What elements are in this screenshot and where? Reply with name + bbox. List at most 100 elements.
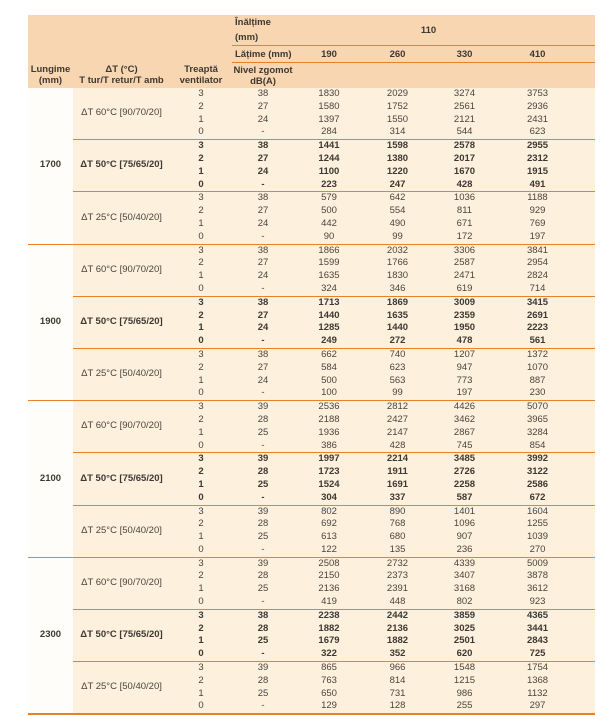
- output-value-cell: 620: [431, 648, 498, 663]
- output-value-cell: 1207: [431, 348, 498, 362]
- output-value-cell: 1550: [364, 113, 431, 127]
- fan-stage-cell: 1: [170, 531, 232, 544]
- output-value-cell: 490: [364, 217, 431, 231]
- output-value-cell: 5070: [498, 400, 596, 414]
- output-value-cell: 322: [294, 648, 364, 663]
- noise-level-cell: 39: [232, 452, 294, 467]
- latime-value-330: 330: [431, 45, 498, 63]
- output-value-cell: 99: [364, 230, 431, 245]
- delta-t-cell: ΔT 25°C [50/40/20]: [73, 191, 170, 245]
- output-value-cell: 579: [294, 191, 364, 206]
- noise-level-cell: 28: [232, 622, 294, 636]
- output-value-cell: 2561: [431, 100, 498, 114]
- output-value-cell: 1220: [364, 165, 431, 179]
- output-value-cell: 544: [431, 126, 498, 141]
- output-value-cell: 2442: [364, 609, 431, 623]
- output-value-cell: 1255: [498, 518, 596, 532]
- table-body: 1700 ΔT 60°C [90/70/20] 3 38 1830 2029 3274 375…: [28, 88, 596, 715]
- output-value-cell: 2029: [364, 88, 431, 101]
- output-value-cell: 500: [294, 205, 364, 218]
- fan-stage-cell: 0: [170, 439, 232, 454]
- output-value-cell: 1670: [431, 165, 498, 179]
- table-row: 0-386 428 745 854: [28, 439, 596, 454]
- fan-stage-cell: 1: [170, 165, 232, 179]
- header-row-inaltime: Înălțime (mm) 110: [28, 15, 596, 46]
- fan-stage-cell: 0: [170, 335, 232, 349]
- output-value-cell: 2136: [294, 583, 364, 597]
- noise-level-cell: 39: [232, 661, 294, 675]
- output-value-cell: 428: [431, 178, 498, 193]
- output-value-cell: 500: [294, 374, 364, 388]
- output-value-cell: 270: [498, 543, 596, 558]
- fan-stage-cell: 0: [170, 178, 232, 193]
- output-value-cell: 1830: [364, 270, 431, 283]
- output-value-cell: 2017: [431, 152, 498, 166]
- output-value-cell: 1244: [294, 152, 364, 166]
- output-value-cell: 1100: [294, 165, 364, 179]
- noise-level-cell: 27: [232, 152, 294, 166]
- output-value-cell: 1723: [294, 466, 364, 479]
- delta-t-cell: ΔT 60°C [90/70/20]: [73, 88, 170, 141]
- output-value-cell: 3965: [498, 413, 596, 427]
- output-value-cell: 129: [294, 700, 364, 715]
- noise-level-cell: 39: [232, 557, 294, 571]
- output-value-cell: 3441: [498, 622, 596, 636]
- noise-level-cell: 25: [232, 426, 294, 440]
- header-row-columns: Lungime (mm) ΔT (°C) T tur/T retur/T amb…: [28, 62, 596, 88]
- output-value-cell: 4426: [431, 400, 498, 414]
- table-row: 0-322 352 620 725: [28, 648, 596, 663]
- output-value-cell: 814: [364, 674, 431, 688]
- table-row: ΔT 50°C [75/65/20] 3 38 1713 1869 3009 3415: [28, 296, 596, 349]
- noise-level-cell: 25: [232, 531, 294, 544]
- output-value-cell: 2536: [294, 400, 364, 414]
- output-value-cell: 672: [498, 491, 596, 506]
- output-value-cell: 929: [498, 205, 596, 218]
- noise-level-cell: 24: [232, 322, 294, 336]
- output-value-cell: 2824: [498, 270, 596, 283]
- delta-t-cell: ΔT 50°C [75/65/20]: [73, 296, 170, 349]
- output-value-cell: 2032: [364, 244, 431, 258]
- table-row: 2 27 500 554 811 929: [28, 205, 596, 218]
- delta-t-cell: ΔT 50°C [75/65/20]: [73, 139, 170, 193]
- inaltime-label: Înălțime (mm): [232, 15, 294, 46]
- table-row: 1 25 2136 2391 3168 3612: [28, 583, 596, 597]
- output-value-cell: 2150: [294, 570, 364, 584]
- table-row: 2 28 1882 2136 3025 3441: [28, 622, 596, 636]
- output-value-cell: 802: [294, 505, 364, 519]
- output-value-cell: 887: [498, 374, 596, 388]
- output-value-cell: 865: [294, 661, 364, 675]
- noise-level-cell: 27: [232, 205, 294, 218]
- fan-stage-cell: 0: [170, 282, 232, 297]
- table-row: 1 24 1397 1550 2121 2431: [28, 113, 596, 127]
- delta-t-cell: ΔT 60°C [90/70/20]: [73, 244, 170, 297]
- column-header-treapta-ventilator: Treaptă ventilator: [170, 62, 232, 88]
- output-value-cell: 90: [294, 230, 364, 245]
- noise-level-cell: -: [232, 491, 294, 506]
- output-value-cell: 2147: [364, 426, 431, 440]
- output-value-cell: 2136: [364, 622, 431, 636]
- output-value-cell: 563: [364, 374, 431, 388]
- output-value-cell: 561: [498, 335, 596, 349]
- noise-level-cell: 38: [232, 348, 294, 362]
- output-value-cell: 662: [294, 348, 364, 362]
- output-value-cell: 3009: [431, 296, 498, 310]
- fan-stage-cell: 1: [170, 374, 232, 388]
- output-value-cell: 1188: [498, 191, 596, 206]
- table-row: 2 28 2188 2427 3462 3965: [28, 413, 596, 427]
- table-row: 0-304 337 587 672: [28, 491, 596, 506]
- lungime-cell: 2100: [28, 400, 73, 558]
- output-value-cell: 2373: [364, 570, 431, 584]
- fan-stage-cell: 1: [170, 478, 232, 492]
- output-value-cell: 2732: [364, 557, 431, 571]
- table-row: 0-324 346 619 714: [28, 282, 596, 297]
- fan-stage-cell: 1: [170, 687, 232, 701]
- output-value-cell: 1950: [431, 322, 498, 336]
- table-row: ΔT 50°C [75/65/20] 3 39 1997 2214 3485 3992: [28, 452, 596, 506]
- latime-label: Lățime (mm): [232, 45, 294, 63]
- noise-level-cell: -: [232, 335, 294, 349]
- fan-stage-cell: 3: [170, 505, 232, 519]
- table-row: 1900 ΔT 60°C [90/70/20] 3 38 1866 2032 3306 384…: [28, 244, 596, 402]
- fan-stage-cell: 1: [170, 426, 232, 440]
- output-value-cell: 197: [498, 230, 596, 245]
- output-value-cell: 128: [364, 700, 431, 715]
